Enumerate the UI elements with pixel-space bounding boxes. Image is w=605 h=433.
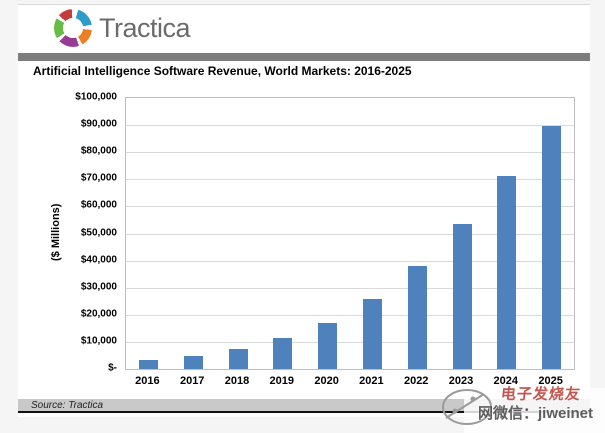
header-divider-bar [18, 53, 590, 61]
bar-2021 [362, 299, 382, 369]
y-tick-label: $60,000 [80, 199, 117, 211]
year-label-2016: 2016 [135, 375, 160, 387]
watermark-background [464, 388, 605, 433]
gridline [126, 260, 574, 262]
header: Tractica [18, 5, 590, 52]
y-tick-label: $50,000 [80, 227, 117, 238]
tractica-pinwheel-icon [54, 9, 92, 47]
y-tick-label: $70,000 [80, 172, 117, 184]
gridline [126, 179, 574, 181]
source-note: Source: Tractica [18, 399, 590, 413]
bar-2022 [407, 266, 427, 369]
bar-2025 [542, 126, 562, 369]
watermark-text-cn: 电子发烧友 [500, 386, 582, 403]
bar-2024 [497, 176, 517, 369]
year-label-2022: 2022 [403, 375, 429, 387]
watermark-text-wechat: 网微信：jiweinet [478, 405, 594, 422]
y-tick-label: $30,000 [80, 281, 117, 293]
watermark: 电子发烧友 网微信：jiweinet [440, 380, 605, 433]
y-tick-label: $40,000 [80, 254, 117, 266]
y-tick-label: $80,000 [80, 145, 117, 157]
watermark-doodle-icon [442, 389, 492, 425]
year-label-2019: 2019 [269, 375, 295, 387]
gridline [126, 152, 574, 154]
x-axis-labels: 2016 2017 2018 2019 2020 2021 2022 2023 2024 2025 [125, 375, 573, 391]
gridline [126, 314, 574, 316]
y-tick-label: $20,000 [80, 308, 117, 320]
y-axis-tick-labels: $100,000 $90,000 $80,000 $70,000 $60,000 $50,… [18, 92, 117, 374]
year-label-2017: 2017 [179, 375, 205, 387]
report-page: Tractica Artificial Intelligence Softwar… [18, 4, 590, 417]
gridline [126, 287, 574, 289]
year-label-2020: 2020 [314, 375, 339, 387]
gridline [126, 341, 574, 343]
bar-2019 [273, 338, 293, 369]
y-tick-label: $- [108, 362, 117, 374]
gridline [126, 125, 574, 127]
year-label-2025: 2025 [538, 375, 563, 387]
y-tick-label: $10,000 [80, 335, 117, 347]
bar-2017 [183, 356, 203, 369]
bar-2016 [138, 360, 158, 369]
y-tick-label: $100,000 [75, 91, 117, 103]
bar-2023 [452, 224, 472, 369]
bar-2018 [228, 349, 248, 369]
y-tick-label: $90,000 [80, 118, 117, 130]
year-label-2023: 2023 [448, 375, 474, 387]
year-label-2021: 2021 [359, 375, 384, 387]
year-label-2024: 2024 [493, 375, 519, 387]
year-label-2018: 2018 [224, 375, 250, 387]
gridline [126, 233, 574, 235]
bar-2020 [318, 323, 338, 369]
gridline [126, 206, 574, 208]
brand-name: Tractica [99, 12, 191, 43]
plot-area [125, 97, 575, 370]
tractica-logo: Tractica [54, 9, 191, 47]
chart-title: Artificial Intelligence Software Revenue… [33, 64, 412, 78]
